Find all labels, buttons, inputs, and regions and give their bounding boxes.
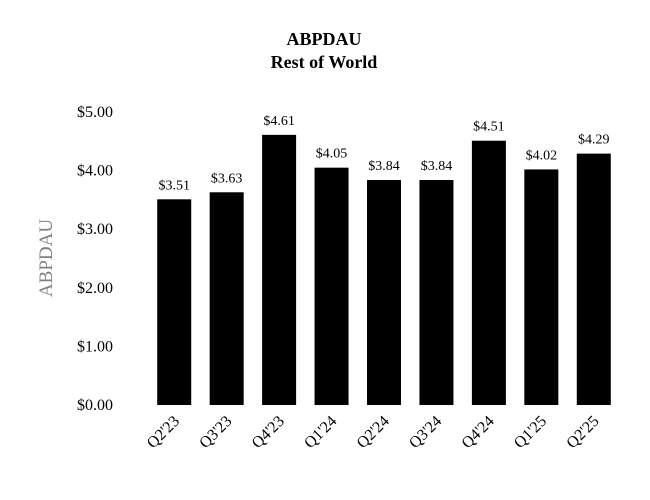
x-tick-label: Q1'24 (301, 413, 340, 452)
y-axis-label: ABPDAU (36, 219, 57, 297)
x-tick-label: Q3'24 (406, 413, 445, 452)
chart-title: ABPDAU (287, 29, 362, 49)
x-tick-label: Q4'24 (459, 413, 498, 452)
bar-value-label: $3.51 (158, 178, 190, 193)
bar (576, 153, 611, 405)
bar (419, 179, 454, 405)
bar-value-label: $4.29 (578, 133, 610, 148)
y-tick-label: $4.00 (77, 163, 113, 180)
bar-value-label: $4.05 (316, 147, 348, 162)
y-tick-label: $5.00 (77, 104, 113, 121)
bar (367, 179, 401, 405)
bars-group (157, 134, 611, 406)
y-tick-label: $2.00 (77, 280, 113, 297)
x-tick-label: Q1'25 (511, 413, 550, 452)
bar (262, 134, 297, 405)
x-tick-label: Q2'25 (563, 413, 602, 452)
y-tick-label: $3.00 (77, 221, 113, 238)
y-axis-ticks: $0.00 $1.00 $2.00 $3.00 $4.00 $5.00 (77, 104, 113, 414)
bar (157, 199, 192, 405)
bar (314, 167, 349, 405)
bar-value-label: $4.61 (263, 114, 295, 129)
chart-subtitle: Rest of World (271, 52, 378, 72)
y-tick-label: $0.00 (77, 397, 113, 414)
bar-value-label: $4.02 (526, 148, 558, 163)
x-tick-label: Q4'23 (249, 413, 288, 452)
bar-value-label: $3.63 (211, 171, 243, 186)
bar-value-label: $4.51 (473, 120, 505, 135)
x-tick-label: Q2'24 (354, 413, 393, 452)
bar (471, 140, 506, 406)
x-axis-ticks: Q2'23 Q3'23 Q4'23 Q1'24 Q2'24 Q3'24 Q4'24 Q1'25… (144, 413, 603, 452)
x-tick-label: Q2'23 (144, 413, 183, 452)
data-labels-group: $3.51 $3.63 $4.61 $4.05 $3.84 $3.84 $4.51 $4.02… (158, 114, 609, 193)
bar-value-label: $3.84 (368, 159, 400, 174)
y-tick-label: $1.00 (77, 338, 113, 355)
bar (524, 169, 559, 405)
bar (209, 192, 244, 405)
bar-value-label: $3.84 (421, 159, 453, 174)
x-tick-label: Q3'23 (196, 413, 235, 452)
